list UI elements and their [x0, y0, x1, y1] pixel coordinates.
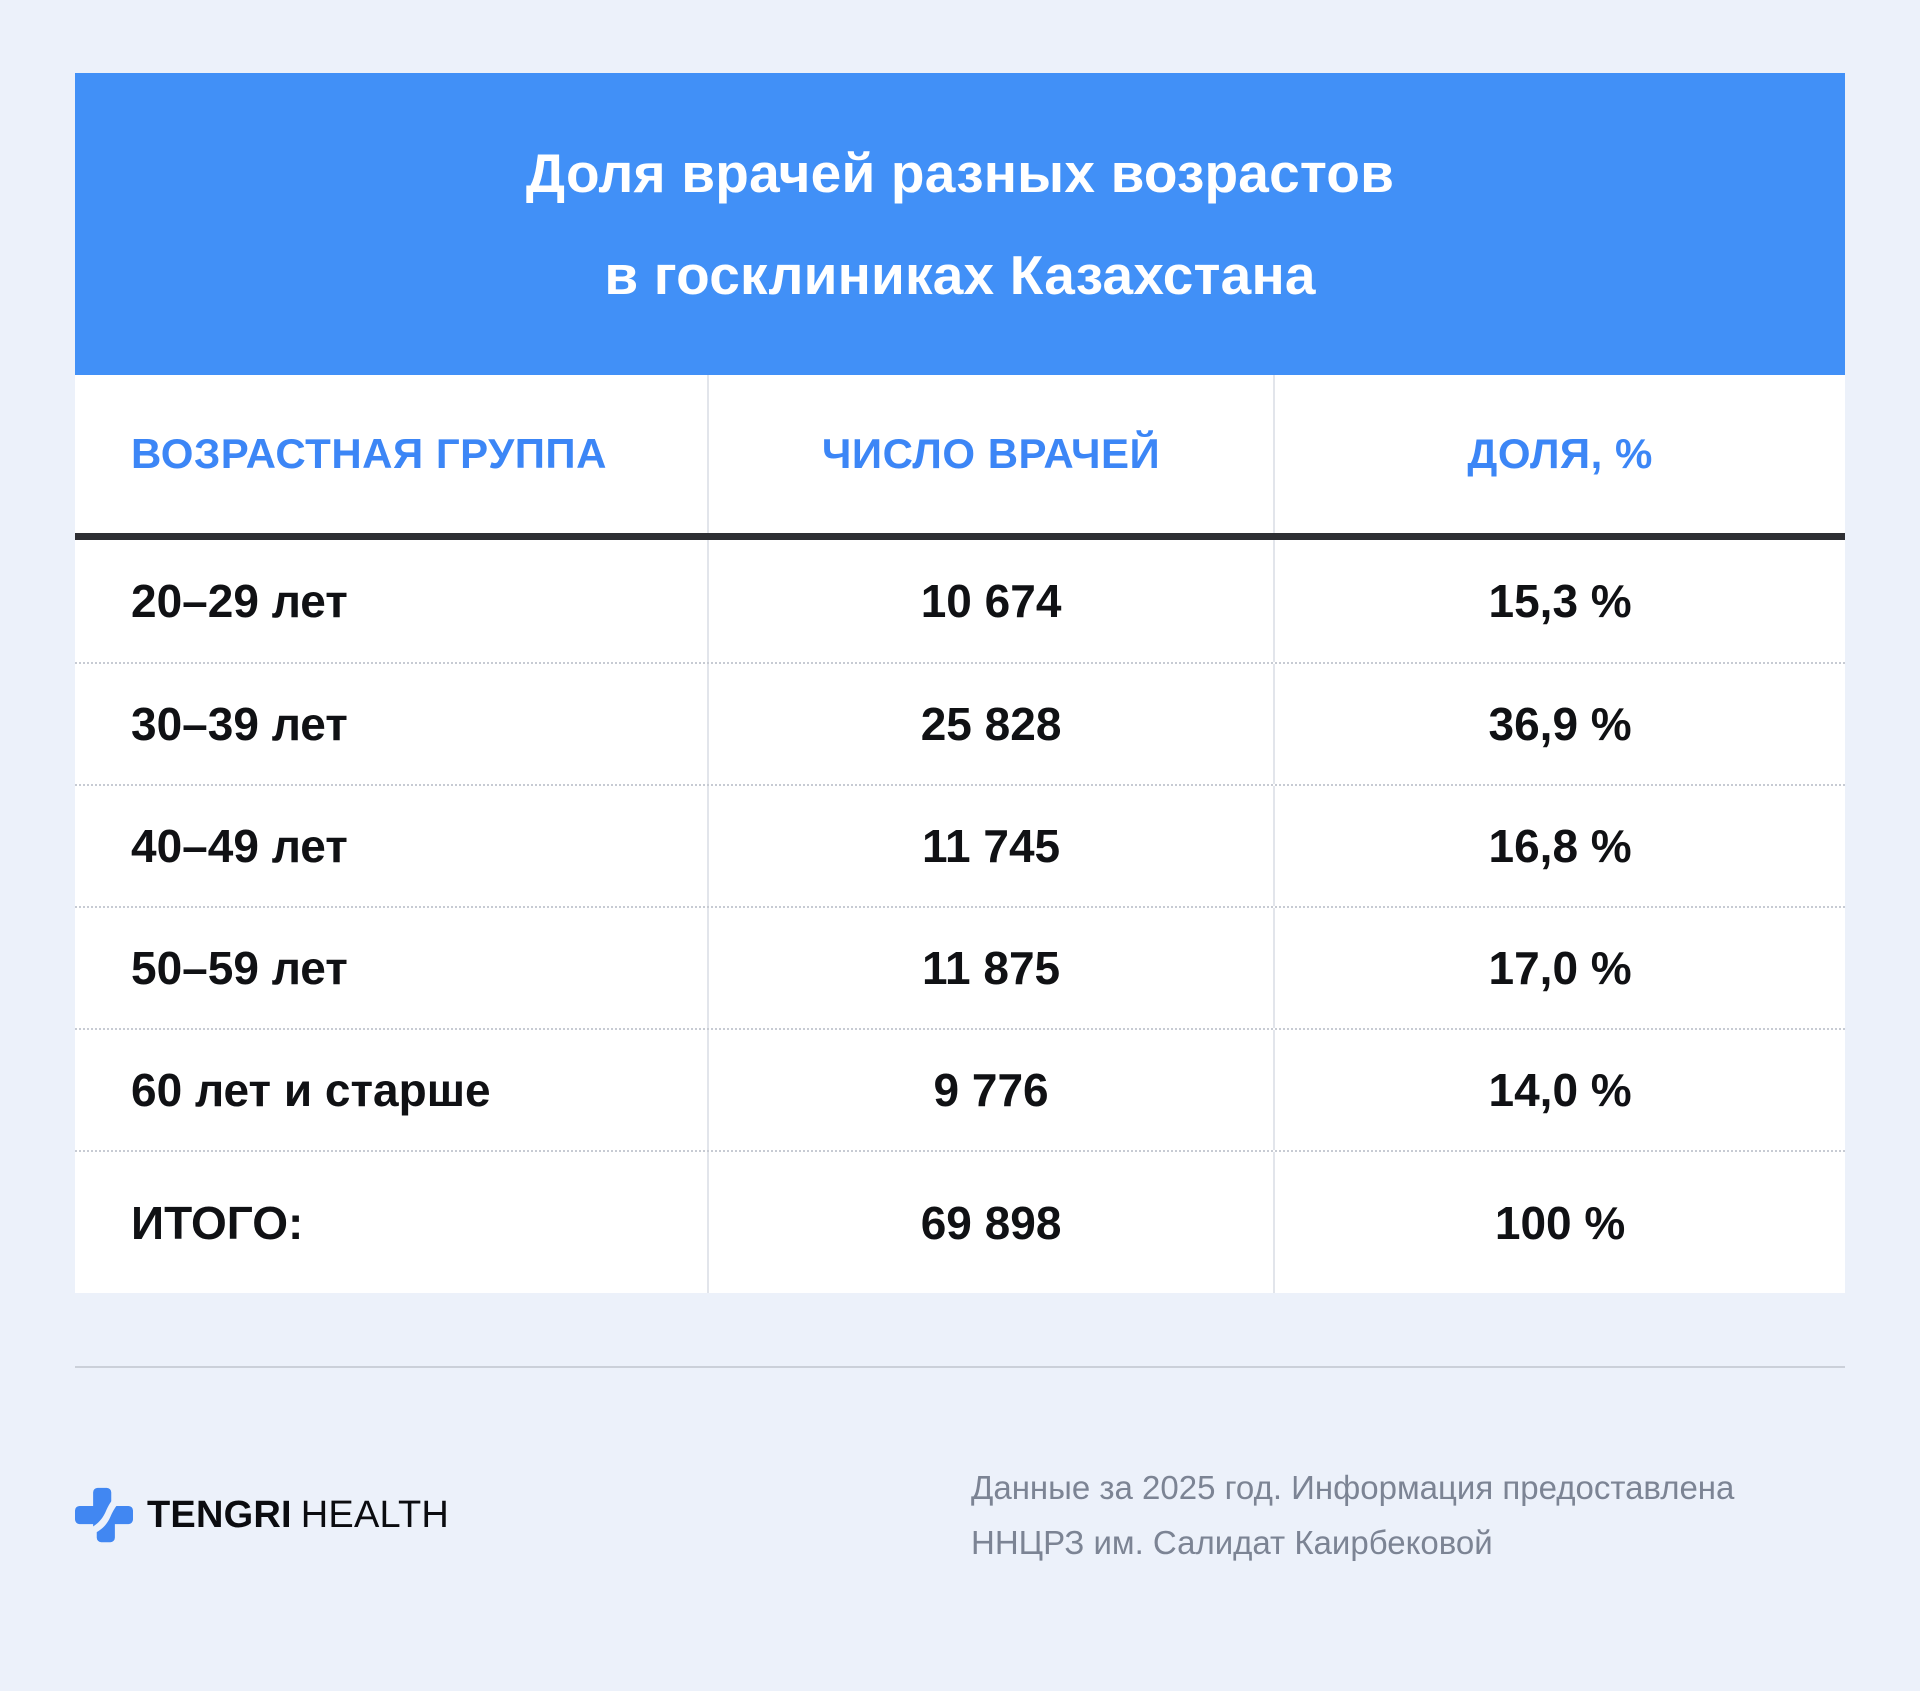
total-count-cell: 69 898	[706, 1152, 1273, 1293]
infographic-card: Доля врачей разных возрастов в госклиник…	[75, 73, 1845, 1293]
doctor-count-cell: 9 776	[706, 1030, 1273, 1150]
title-line-1: Доля врачей разных возрастов	[525, 142, 1395, 204]
age-group-cell: 50–59 лет	[131, 942, 348, 994]
column-header-age-group: ВОЗРАСТНАЯ ГРУППА	[131, 430, 607, 477]
table-row-total: ИТОГО: 69 898 100 %	[75, 1150, 1845, 1293]
footer-divider	[75, 1366, 1845, 1368]
doctors-age-table: ВОЗРАСТНАЯ ГРУППА ЧИСЛО ВРАЧЕЙ ДОЛЯ, % 2…	[75, 375, 1845, 1293]
doctor-count-cell: 25 828	[706, 664, 1273, 784]
tengri-health-logo: TENGRI HEALTH	[75, 1486, 449, 1544]
table-row: 30–39 лет 25 828 36,9 %	[75, 662, 1845, 784]
doctor-count-cell: 10 674	[706, 540, 1273, 662]
age-group-cell: 40–49 лет	[131, 820, 348, 872]
table-row: 60 лет и старше 9 776 14,0 %	[75, 1028, 1845, 1150]
footer: TENGRI HEALTH Данные за 2025 год. Информа…	[75, 1460, 1845, 1570]
brand-name-light: HEALTH	[300, 1493, 450, 1536]
table-row: 40–49 лет 11 745 16,8 %	[75, 784, 1845, 906]
share-cell: 15,3 %	[1273, 540, 1845, 662]
table-body: 20–29 лет 10 674 15,3 % 30–39 лет 25 828…	[75, 540, 1845, 1293]
age-group-cell: 30–39 лет	[131, 698, 348, 750]
medical-cross-icon	[75, 1487, 133, 1543]
data-source-note: Данные за 2025 год. Информация предостав…	[971, 1460, 1845, 1570]
total-share-cell: 100 %	[1273, 1152, 1845, 1293]
brand-name: TENGRI HEALTH	[147, 1494, 449, 1537]
title-line-2: в госклиниках Казахстана	[604, 244, 1316, 306]
age-group-cell: 60 лет и старше	[131, 1064, 491, 1116]
total-label-cell: ИТОГО:	[131, 1196, 304, 1249]
table-row: 50–59 лет 11 875 17,0 %	[75, 906, 1845, 1028]
share-cell: 14,0 %	[1273, 1030, 1845, 1150]
column-header-share: ДОЛЯ, %	[1273, 375, 1845, 533]
doctor-count-cell: 11 875	[706, 908, 1273, 1028]
share-cell: 16,8 %	[1273, 786, 1845, 906]
brand-name-bold: TENGRI	[147, 1493, 292, 1536]
age-group-cell: 20–29 лет	[131, 575, 348, 627]
doctor-count-cell: 11 745	[706, 786, 1273, 906]
page-title: Доля врачей разных возрастов в госклиник…	[526, 122, 1394, 326]
share-cell: 36,9 %	[1273, 664, 1845, 784]
source-line-2: ННЦРЗ им. Салидат Каирбековой	[971, 1524, 1493, 1561]
source-line-1: Данные за 2025 год. Информация предостав…	[971, 1469, 1735, 1506]
table-row: 20–29 лет 10 674 15,3 %	[75, 540, 1845, 662]
title-banner: Доля врачей разных возрастов в госклиник…	[75, 73, 1845, 375]
table-header-row: ВОЗРАСТНАЯ ГРУППА ЧИСЛО ВРАЧЕЙ ДОЛЯ, %	[75, 375, 1845, 540]
column-header-doctor-count: ЧИСЛО ВРАЧЕЙ	[706, 375, 1273, 533]
share-cell: 17,0 %	[1273, 908, 1845, 1028]
